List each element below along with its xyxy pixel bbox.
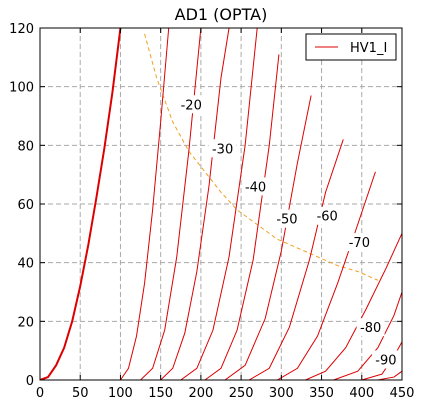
- curve-labels: -20 -30 -40 -50 -60 -70 -80 -90: [177, 95, 400, 369]
- y-tick-label: 60: [17, 198, 34, 213]
- legend-label: HV1_I: [350, 41, 387, 56]
- x-tick-label: 300: [269, 386, 294, 401]
- series-line: [305, 233, 402, 380]
- x-tick-label: 100: [108, 386, 133, 401]
- x-tick-label: 200: [188, 386, 213, 401]
- series-line: [120, 28, 170, 380]
- y-tick-label: 120: [9, 22, 34, 37]
- curve-label-bg: [272, 209, 301, 228]
- x-tick-label: 400: [349, 386, 374, 401]
- curve-group: [40, 28, 402, 380]
- legend: HV1_I: [305, 33, 397, 61]
- curve-label: -90: [375, 353, 396, 368]
- curve-label-bg: [313, 206, 342, 225]
- curve-label-bg: [345, 233, 374, 252]
- series-line: [160, 28, 230, 380]
- series-line: [333, 291, 402, 380]
- x-tick-label: 350: [309, 386, 334, 401]
- series-line: [224, 95, 312, 380]
- plate-curves: [40, 28, 402, 380]
- x-tick-label: 150: [148, 386, 173, 401]
- x-tick-label: 0: [36, 386, 44, 401]
- series-line: [377, 370, 402, 380]
- dissipation-curve: [144, 33, 379, 281]
- curve-label-bg: [177, 95, 206, 114]
- curve-label-bg: [208, 139, 237, 158]
- curve-label: -20: [181, 98, 202, 113]
- x-tick-label: 250: [229, 386, 254, 401]
- series-line: [140, 28, 202, 380]
- curve-label: -40: [245, 180, 266, 195]
- bold-curve: [40, 28, 122, 380]
- curve-label: -70: [349, 236, 370, 251]
- curve-label: -80: [360, 321, 381, 336]
- y-tick-label: 20: [17, 315, 34, 330]
- series-line: [248, 139, 344, 380]
- curve-label-bg: [241, 177, 270, 196]
- curve-label: -60: [317, 210, 338, 225]
- curve-label-bg: [371, 350, 400, 369]
- curve-label: -30: [212, 142, 233, 157]
- y-tick-label: 40: [17, 257, 34, 272]
- series-line: [204, 54, 280, 380]
- x-tick-label: 450: [390, 386, 415, 401]
- grid: [40, 28, 402, 380]
- y-tick-label: 80: [17, 139, 34, 154]
- series-line: [180, 28, 258, 380]
- curve-label-bg: [356, 318, 385, 337]
- y-tick-label: 0: [26, 374, 34, 389]
- x-tick-label: 50: [72, 386, 89, 401]
- y-tick-label: 100: [9, 81, 34, 96]
- curve-label: -50: [276, 213, 297, 228]
- axes: 0 50 100 150 200 250 300 350 400 450 0 20 40 60 80 100 1…: [9, 22, 414, 401]
- series-line: [277, 171, 376, 380]
- chart-title: AD1 (OPTA): [175, 5, 268, 24]
